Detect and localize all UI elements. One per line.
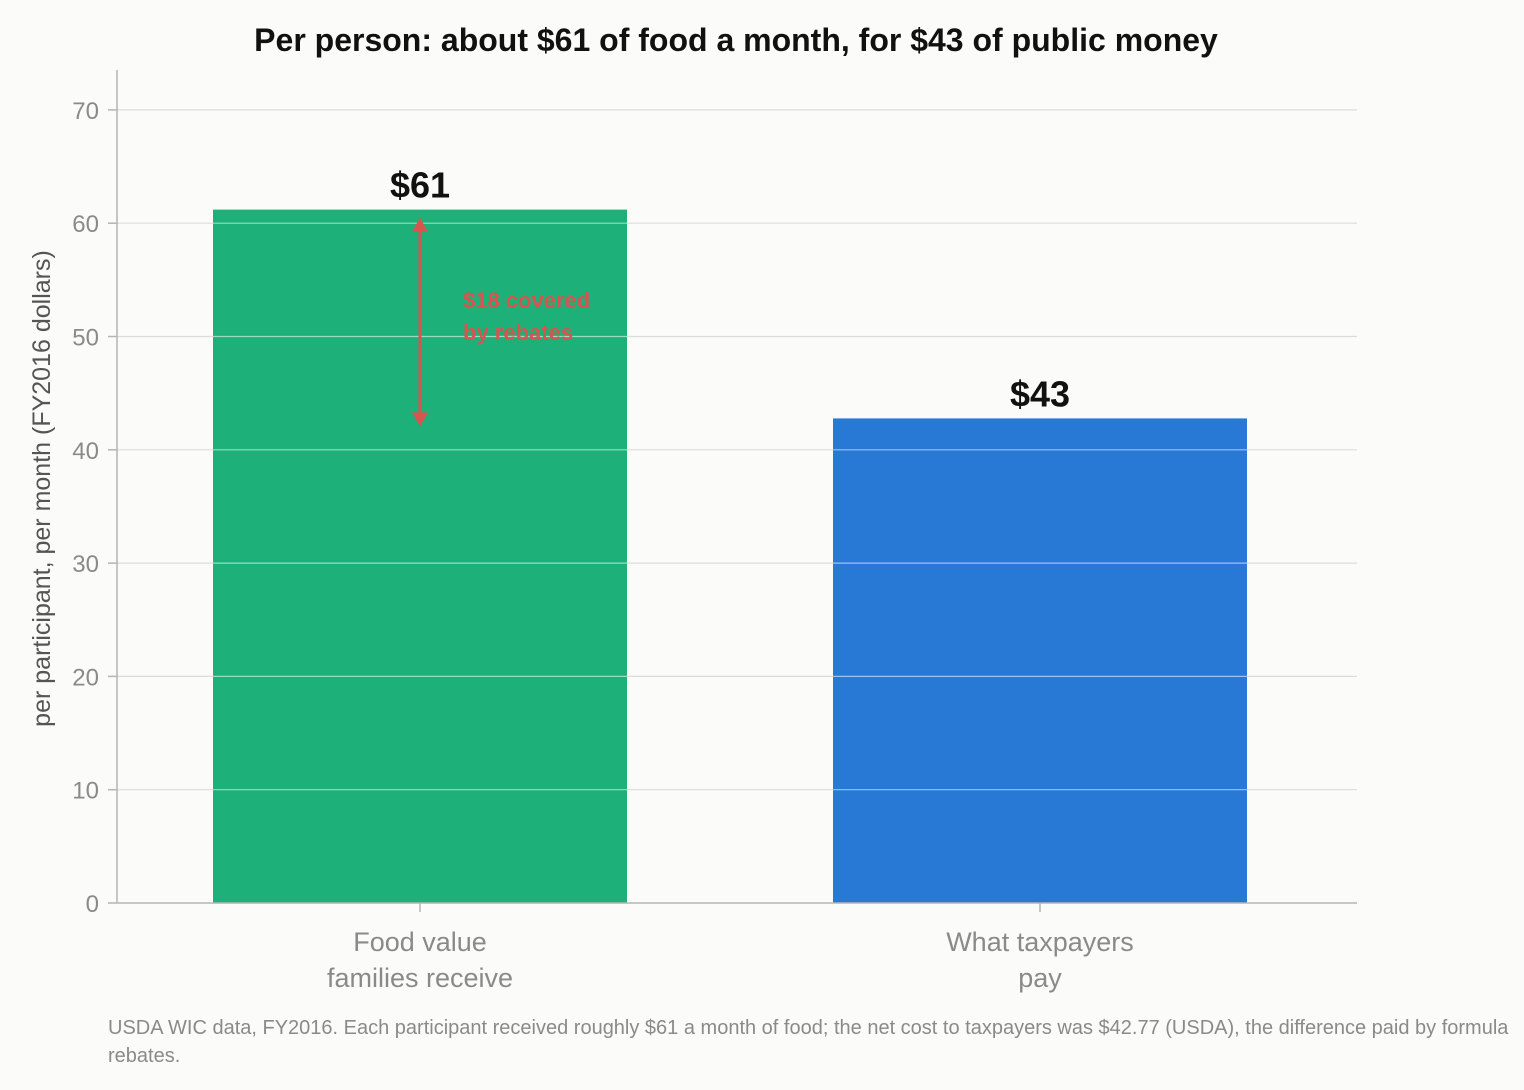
y-tick-label: 0 <box>86 891 99 918</box>
axes: 0 10 20 30 40 50 60 70 Food value families receiv… <box>28 70 1357 993</box>
chart-title: Per person: about $61 of food a month, f… <box>254 22 1218 58</box>
y-tick-label: 70 <box>72 98 99 125</box>
labels: $61 $43 <box>390 165 1070 415</box>
y-tick-label: 10 <box>72 778 99 805</box>
x-tick-label: pay <box>1018 963 1062 993</box>
annotation-text: by rebates <box>463 320 573 345</box>
x-tick-label: families receive <box>327 963 513 993</box>
annotation: $18 covered by rebates <box>412 217 590 427</box>
x-tick-label: What taxpayers <box>946 927 1134 957</box>
y-axis-label: per participant, per month (FY2016 dolla… <box>28 250 56 727</box>
y-tick-label: 60 <box>72 211 99 238</box>
source-caption: USDA WIC data, FY2016. Each participant … <box>108 1017 1509 1067</box>
annotation-arrowhead-top <box>412 217 428 232</box>
x-tick-label: Food value <box>353 927 487 957</box>
annotation-text: $18 covered <box>463 288 590 313</box>
y-tick-label: 40 <box>72 438 99 465</box>
y-tick-label: 20 <box>72 664 99 691</box>
data-label: $43 <box>1010 373 1070 414</box>
data-label: $61 <box>390 165 450 206</box>
bars <box>213 209 1247 903</box>
bar <box>833 418 1247 903</box>
annotation-arrowhead-bottom <box>412 412 428 427</box>
y-tick-label: 30 <box>72 551 99 578</box>
y-tick-label: 50 <box>72 325 99 352</box>
